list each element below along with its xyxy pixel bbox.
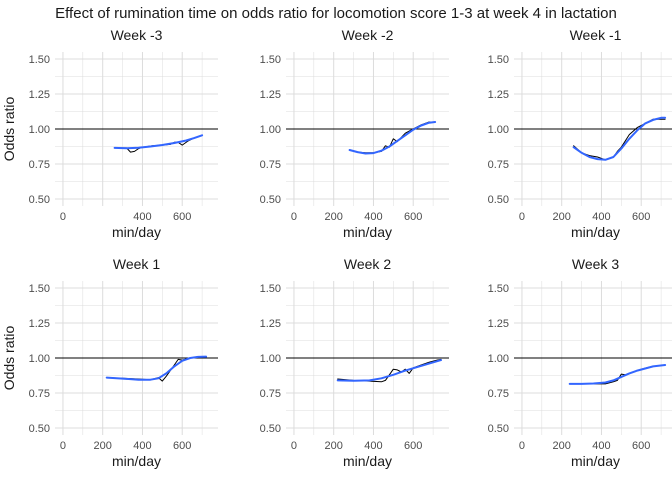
x-tick-label: 200: [553, 211, 571, 223]
x-axis-label: min/day: [112, 453, 161, 469]
x-axis-label: min/day: [112, 224, 161, 240]
y-axis-label: Odds ratio: [1, 96, 17, 161]
chart-panel: Week -2 0.50 0.75 1.00 1.25 1.50 0 200 400 600 min…: [260, 27, 449, 240]
x-tick-label: 600: [173, 440, 191, 452]
y-tick-label: 1.00: [29, 124, 50, 136]
y-tick-label: 1.50: [260, 54, 281, 66]
x-tick-label: 200: [553, 440, 571, 452]
chart-panel: Week 2 0.50 0.75 1.00 1.25 1.50 0 200 400 600 min/…: [260, 256, 449, 469]
x-tick-label: 200: [325, 440, 343, 452]
y-tick-label: 0.75: [260, 159, 281, 171]
x-tick-label: 400: [133, 440, 151, 452]
y-tick-label: 0.75: [260, 388, 281, 400]
smoothed-series-line: [105, 355, 208, 381]
y-tick-label: 1.00: [488, 124, 509, 136]
chart-panel: Week -1 0.50 0.75 1.00 1.25 1.50 0 200 400 600 min…: [488, 27, 672, 240]
x-tick-label: 600: [404, 211, 422, 223]
y-tick-label: 1.25: [260, 318, 281, 330]
smoothed-series-line: [113, 134, 204, 150]
y-tick-label: 1.00: [29, 353, 50, 365]
y-tick-label: 0.75: [29, 159, 50, 171]
y-tick-label: 0.75: [29, 388, 50, 400]
panel-title: Week -1: [570, 27, 622, 43]
chart-panel: Week 1 0.50 0.75 1.00 1.25 1.50 0 200 400 600 min/…: [1, 256, 218, 469]
y-tick-label: 1.50: [29, 283, 50, 295]
y-tick-label: 1.50: [488, 283, 509, 295]
y-tick-label: 1.00: [260, 353, 281, 365]
figure-title: Effect of rumination time on odds ratio …: [55, 5, 617, 22]
y-tick-label: 1.50: [488, 54, 509, 66]
y-tick-label: 1.00: [260, 124, 281, 136]
x-tick-label: 200: [94, 440, 112, 452]
x-tick-label: 400: [364, 440, 382, 452]
y-tick-label: 1.25: [488, 318, 509, 330]
smoothed-series-line: [348, 121, 437, 155]
x-tick-label: 600: [404, 440, 422, 452]
x-tick-label: 200: [325, 211, 343, 223]
x-tick-label: 0: [291, 211, 297, 223]
x-axis-label: min/day: [571, 453, 620, 469]
x-tick-label: 400: [592, 440, 610, 452]
smoothed-series-line: [336, 359, 442, 382]
y-tick-label: 1.00: [488, 353, 509, 365]
y-tick-label: 1.50: [29, 54, 50, 66]
chart-panel: Week 3 0.50 0.75 1.00 1.25 1.50 0 200 400 600 min/…: [488, 256, 672, 469]
y-tick-label: 0.50: [29, 194, 50, 206]
smoothed-series-line: [568, 364, 667, 385]
y-tick-label: 0.75: [488, 388, 509, 400]
y-tick-label: 1.25: [260, 89, 281, 101]
x-tick-label: 0: [519, 211, 525, 223]
x-tick-label: 600: [173, 211, 191, 223]
smoothed-series-line: [572, 116, 667, 161]
y-tick-label: 1.50: [260, 283, 281, 295]
y-tick-label: 0.50: [260, 194, 281, 206]
y-tick-label: 1.25: [488, 89, 509, 101]
y-tick-label: 1.25: [29, 318, 50, 330]
observed-series-line: [337, 358, 442, 383]
y-tick-label: 0.50: [260, 423, 281, 435]
panel-title: Week 1: [113, 256, 160, 272]
x-tick-label: 600: [632, 211, 650, 223]
y-axis-label: Odds ratio: [1, 325, 17, 390]
panel-title: Week 3: [572, 256, 619, 272]
x-tick-label: 400: [364, 211, 382, 223]
x-tick-label: 400: [133, 211, 151, 223]
panel-grid: Week -3 0.50 0.75 1.00 1.25 1.50 0 400 600 min/da…: [1, 27, 672, 469]
x-tick-label: 0: [60, 440, 66, 452]
x-axis-label: min/day: [571, 224, 620, 240]
x-axis-label: min/day: [343, 224, 392, 240]
x-axis-label: min/day: [343, 453, 392, 469]
y-tick-label: 0.50: [29, 423, 50, 435]
y-tick-label: 0.75: [488, 159, 509, 171]
x-tick-label: 0: [519, 440, 525, 452]
y-tick-label: 0.50: [488, 423, 509, 435]
x-tick-label: 0: [291, 440, 297, 452]
panel-title: Week -3: [111, 27, 163, 43]
x-tick-label: 0: [60, 211, 66, 223]
panel-title: Week -2: [342, 27, 394, 43]
y-tick-label: 0.50: [488, 194, 509, 206]
x-tick-label: 600: [632, 440, 650, 452]
panel-title: Week 2: [344, 256, 391, 272]
y-tick-label: 1.25: [29, 89, 50, 101]
x-tick-label: 400: [592, 211, 610, 223]
chart-panel: Week -3 0.50 0.75 1.00 1.25 1.50 0 400 600 min/da…: [1, 27, 218, 240]
